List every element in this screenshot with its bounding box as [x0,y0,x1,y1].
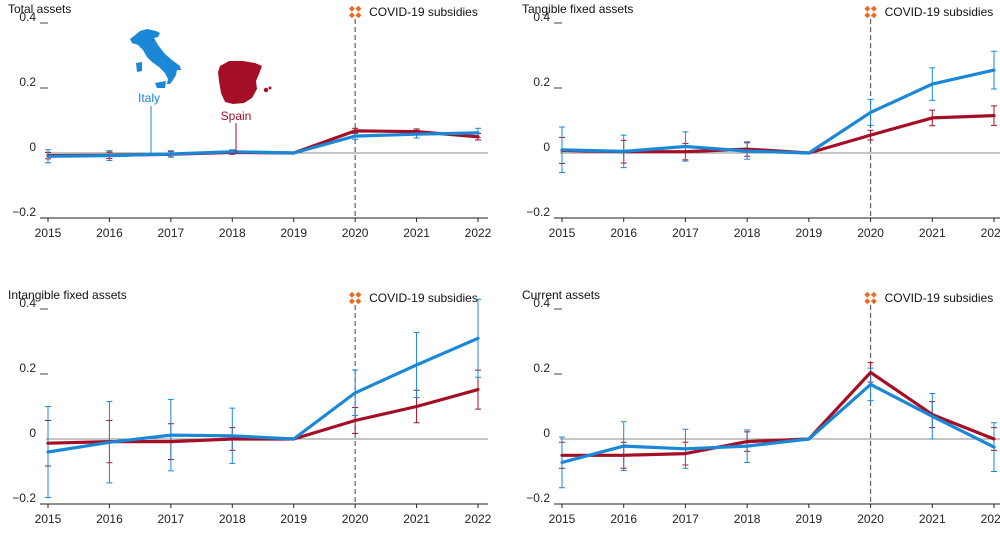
x-tick-label: 2015 [35,226,62,240]
series-line-italy [560,382,996,464]
series-line-italy [46,336,480,454]
spain-map-icon [218,61,272,104]
series-line-spain [560,113,996,155]
x-tick-label: 2021 [919,226,946,240]
y-tick-label: 0.2 [533,75,550,89]
covid-annotation: COVID-19 subsidies [885,291,994,305]
panel-title: Intangible fixed assets [8,288,127,302]
x-tick-label: 2018 [219,226,246,240]
x-tick-label: 2020 [857,512,884,526]
covid-annotation: COVID-19 subsidies [369,291,478,305]
y-tick-label: 0.2 [533,361,550,375]
panel-title: Current assets [522,288,600,302]
panel-intangible-fixed-assets: Intangible fixed assets −0.2 0 0.2 0.4 2015 20… [8,288,492,526]
x-tick-label: 2018 [734,512,761,526]
panel-tangible-fixed-assets: Tangible fixed assets −0.2 0 0.2 0.4 2015 2016… [522,2,1000,240]
covid-starburst-icon [864,291,877,305]
panel-current-assets: Current assets −0.2 0 0.2 0.4 2015 2016 2017 201… [522,288,1000,526]
x-tick-label: 2019 [796,512,823,526]
y-tick-label: −0.2 [526,205,550,219]
x-tick-label: 2022 [981,226,1000,240]
y-tick-label: 0 [543,140,550,154]
series-line-italy [46,131,480,158]
italy-map-icon [130,29,181,88]
spain-label: Spain [221,109,252,123]
x-tick-label: 2022 [981,512,1000,526]
x-tick-label: 2021 [919,512,946,526]
x-tick-label: 2017 [158,512,185,526]
covid-starburst-icon [348,5,362,19]
x-tick-label: 2018 [734,226,761,240]
x-tick-label: 2017 [672,226,699,240]
y-tick-label: 0.2 [19,361,36,375]
x-tick-label: 2016 [610,512,637,526]
y-tick-label: −0.2 [526,491,550,505]
x-tick-label: 2021 [403,226,430,240]
y-tick-label: 0 [29,426,36,440]
y-tick-label: −0.2 [12,491,36,505]
x-tick-label: 2017 [158,226,185,240]
x-tick-label: 2015 [35,512,62,526]
panel-title: Tangible fixed assets [522,2,633,16]
x-tick-label: 2017 [672,512,699,526]
x-tick-label: 2022 [465,512,492,526]
y-tick-label: 0.2 [19,75,36,89]
series-line-spain [560,370,996,457]
covid-starburst-icon [348,291,362,305]
series-line-italy [560,68,996,155]
series-line-spain [46,388,480,445]
panel-total-assets: Total assets −0.2 0 0.2 0.4 2015 2016 2017 2018 2… [8,2,492,240]
x-tick-label: 2015 [549,226,576,240]
x-tick-label: 2021 [403,512,430,526]
covid-annotation: COVID-19 subsidies [885,5,994,19]
x-tick-label: 2016 [610,226,637,240]
covid-annotation: COVID-19 subsidies [369,5,478,19]
y-tick-label: 0.4 [533,296,550,310]
y-tick-label: 0 [543,426,550,440]
y-tick-label: 0 [29,140,36,154]
x-tick-label: 2019 [280,512,307,526]
y-tick-label: 0.4 [19,10,36,24]
x-tick-label: 2020 [342,512,369,526]
x-tick-label: 2015 [549,512,576,526]
covid-starburst-icon [864,5,877,19]
x-tick-label: 2022 [465,226,492,240]
y-tick-label: 0.4 [533,10,550,24]
x-tick-label: 2018 [219,512,246,526]
italy-label: Italy [138,91,160,105]
x-tick-label: 2016 [96,512,123,526]
x-tick-label: 2016 [96,226,123,240]
x-tick-label: 2020 [342,226,369,240]
x-tick-label: 2019 [796,226,823,240]
y-tick-label: −0.2 [12,205,36,219]
x-tick-label: 2019 [280,226,307,240]
y-tick-label: 0.4 [19,296,36,310]
x-tick-label: 2020 [857,226,884,240]
panel-title: Total assets [8,2,71,16]
